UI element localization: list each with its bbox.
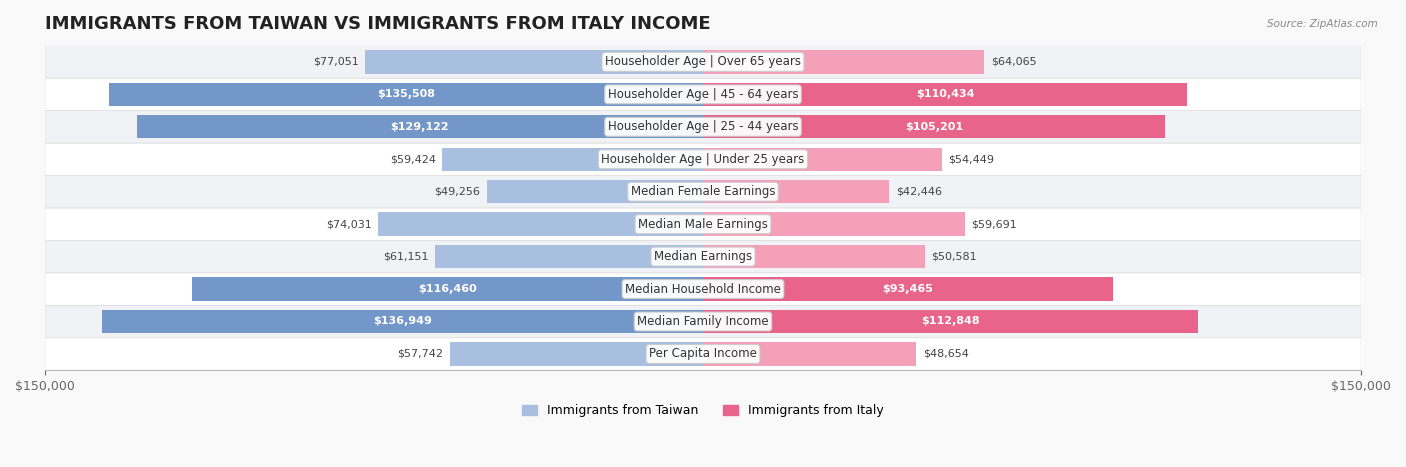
Legend: Immigrants from Taiwan, Immigrants from Italy: Immigrants from Taiwan, Immigrants from … [517,399,889,422]
Text: $135,508: $135,508 [377,89,434,99]
Bar [703,342,917,366]
Text: Householder Age | 45 - 64 years: Householder Age | 45 - 64 years [607,88,799,101]
Text: Median Household Income: Median Household Income [626,283,780,296]
Bar [450,342,703,366]
Text: $74,031: $74,031 [326,219,371,229]
Text: $59,691: $59,691 [972,219,1017,229]
Text: Householder Age | Under 25 years: Householder Age | Under 25 years [602,153,804,166]
Text: Median Male Earnings: Median Male Earnings [638,218,768,231]
Bar [703,115,1164,139]
Bar [703,245,925,268]
Text: $61,151: $61,151 [382,252,429,262]
FancyBboxPatch shape [45,143,1361,176]
FancyBboxPatch shape [45,273,1361,305]
Text: $59,424: $59,424 [389,154,436,164]
Bar [443,148,703,171]
Bar [193,277,703,301]
Bar [108,83,703,106]
Text: Householder Age | 25 - 44 years: Householder Age | 25 - 44 years [607,120,799,133]
Bar [366,50,703,74]
Bar [136,115,703,139]
Text: $54,449: $54,449 [949,154,994,164]
FancyBboxPatch shape [45,241,1361,273]
FancyBboxPatch shape [45,46,1361,78]
Text: $105,201: $105,201 [904,122,963,132]
FancyBboxPatch shape [45,338,1361,370]
Text: $77,051: $77,051 [312,57,359,67]
FancyBboxPatch shape [45,176,1361,208]
Bar [378,212,703,236]
Text: $93,465: $93,465 [883,284,934,294]
FancyBboxPatch shape [45,78,1361,111]
Bar [486,180,703,203]
Bar [703,212,965,236]
Text: Per Capita Income: Per Capita Income [650,347,756,361]
Text: Median Family Income: Median Family Income [637,315,769,328]
Text: $49,256: $49,256 [434,187,481,197]
Text: $110,434: $110,434 [915,89,974,99]
FancyBboxPatch shape [45,208,1361,241]
Text: Median Earnings: Median Earnings [654,250,752,263]
Bar [703,83,1188,106]
Text: Householder Age | Over 65 years: Householder Age | Over 65 years [605,56,801,68]
FancyBboxPatch shape [45,111,1361,143]
Bar [703,277,1114,301]
Bar [103,310,703,333]
Text: $48,654: $48,654 [922,349,969,359]
Text: $116,460: $116,460 [418,284,477,294]
Text: Median Female Earnings: Median Female Earnings [631,185,775,198]
Text: $129,122: $129,122 [391,122,449,132]
Text: $64,065: $64,065 [991,57,1036,67]
Text: IMMIGRANTS FROM TAIWAN VS IMMIGRANTS FROM ITALY INCOME: IMMIGRANTS FROM TAIWAN VS IMMIGRANTS FRO… [45,15,710,33]
Bar [703,310,1198,333]
FancyBboxPatch shape [45,305,1361,338]
Bar [703,50,984,74]
Text: $136,949: $136,949 [373,317,432,326]
Bar [703,148,942,171]
Text: $42,446: $42,446 [896,187,942,197]
Bar [703,180,889,203]
Text: $112,848: $112,848 [921,317,980,326]
Text: Source: ZipAtlas.com: Source: ZipAtlas.com [1267,19,1378,28]
Text: $57,742: $57,742 [396,349,443,359]
Bar [434,245,703,268]
Text: $50,581: $50,581 [932,252,977,262]
